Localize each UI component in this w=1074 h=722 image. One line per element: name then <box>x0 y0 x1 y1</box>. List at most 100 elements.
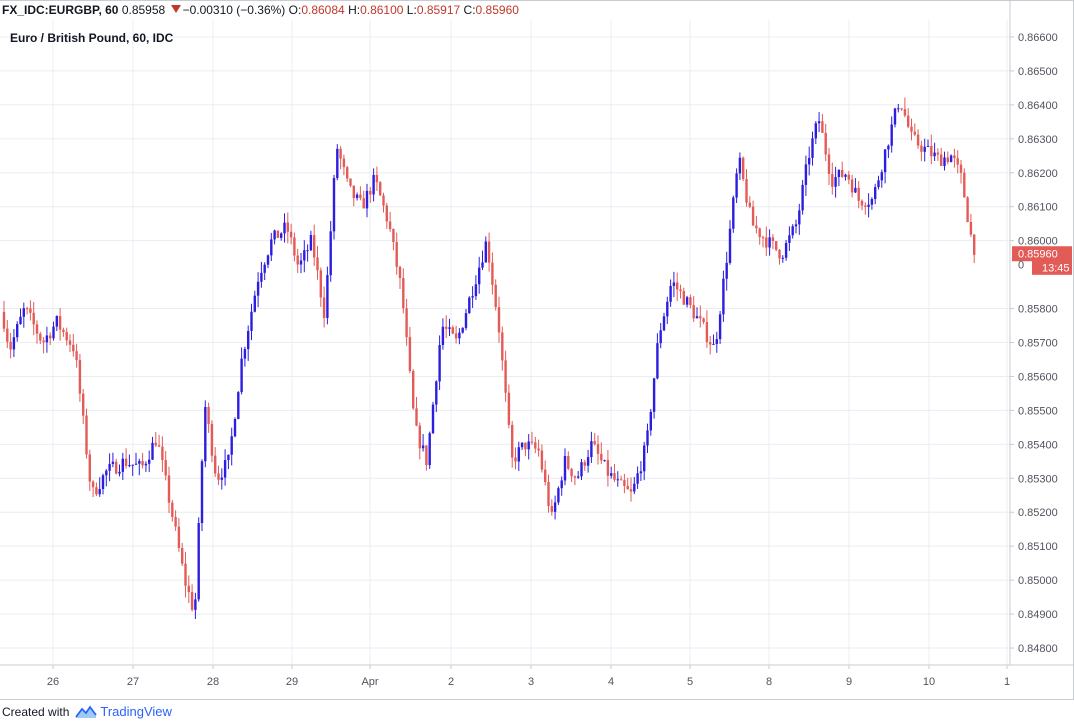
candle <box>95 482 98 497</box>
candle-body <box>204 407 207 462</box>
candle <box>636 466 639 489</box>
candle-body <box>814 123 817 139</box>
candle <box>590 431 593 463</box>
candle <box>511 421 514 468</box>
candle <box>448 318 451 337</box>
candle-body <box>626 485 629 490</box>
candle-body <box>9 341 12 350</box>
candle-body <box>916 134 920 146</box>
candle-body <box>91 481 95 488</box>
candle-body <box>329 231 332 276</box>
candle <box>362 190 365 209</box>
candle <box>544 460 547 486</box>
candle-body <box>418 425 421 449</box>
candle-body <box>45 335 49 343</box>
candle <box>504 350 507 402</box>
candle <box>973 234 976 264</box>
footer-credit[interactable]: Created with TradingView <box>2 703 172 721</box>
candle <box>870 197 874 210</box>
price-change: −0.00310 (−0.36%) <box>182 3 286 17</box>
x-tick-label: 5 <box>687 676 693 688</box>
candle <box>88 449 91 491</box>
candle-body <box>745 179 748 203</box>
candle <box>303 240 306 273</box>
candle <box>517 441 520 471</box>
candle-body <box>144 463 148 466</box>
candle-body <box>471 296 474 298</box>
candle-body <box>322 297 326 318</box>
candle <box>718 310 722 344</box>
candle-body <box>738 157 742 174</box>
candle-body <box>128 465 131 467</box>
candle <box>524 442 527 457</box>
candle-body <box>520 442 524 448</box>
candle-body <box>101 475 105 490</box>
candle-body <box>728 228 732 263</box>
close-label: C: <box>463 3 476 17</box>
candle-body <box>16 324 19 338</box>
candle <box>676 272 679 302</box>
candle-body <box>973 234 976 255</box>
candle-body <box>639 471 643 474</box>
candle-body <box>412 371 415 409</box>
candle <box>141 452 144 469</box>
candle-body <box>230 436 233 455</box>
candle <box>643 441 646 481</box>
candle-body <box>35 324 39 334</box>
candle <box>355 192 359 201</box>
candle <box>369 186 372 203</box>
candle-body <box>273 230 276 240</box>
candle <box>814 121 817 145</box>
candle-body <box>468 297 471 314</box>
candle-body <box>481 262 484 268</box>
tradingview-brand[interactable]: TradingView <box>100 704 172 719</box>
candle-body <box>656 343 659 379</box>
candle-body <box>804 164 808 185</box>
candle-body <box>171 502 174 517</box>
candle-body <box>748 202 751 207</box>
candle-body <box>867 204 870 207</box>
candle-body <box>817 121 821 124</box>
candle-body <box>200 461 204 524</box>
candle <box>672 271 676 298</box>
candle-body <box>247 330 250 350</box>
candle <box>824 123 827 162</box>
candle <box>105 469 108 487</box>
candle <box>567 451 570 471</box>
y-tick-label: 0.86500 <box>1018 66 1058 78</box>
candle-body <box>227 454 230 461</box>
candle-body <box>956 158 959 165</box>
x-tick-label: 10 <box>923 676 935 688</box>
countdown-label: 13:45 <box>1042 262 1070 274</box>
candle-body <box>831 173 834 187</box>
candle <box>121 452 124 481</box>
y-tick-label: 0.85800 <box>1018 304 1058 316</box>
candle <box>12 329 16 358</box>
x-tick-label: 1 <box>1004 676 1010 688</box>
candle <box>887 144 890 159</box>
candle <box>530 431 534 445</box>
candle-body <box>12 337 16 350</box>
candle-body <box>62 329 65 333</box>
x-tick-label: 9 <box>846 676 852 688</box>
candle <box>171 499 174 522</box>
candle <box>751 200 755 226</box>
candle <box>897 103 900 113</box>
candle-body <box>633 483 636 492</box>
candle-body <box>784 242 788 258</box>
x-tick-label: 29 <box>286 676 298 688</box>
candle <box>111 452 115 468</box>
candle <box>408 326 412 374</box>
candle <box>82 388 85 424</box>
candle-body <box>834 177 837 187</box>
candle <box>619 475 623 481</box>
candle-body <box>428 433 431 466</box>
candle <box>943 151 946 171</box>
candle-body <box>811 138 814 158</box>
candle <box>639 461 643 482</box>
x-tick-label: 28 <box>207 676 219 688</box>
candle <box>365 183 369 218</box>
candle-body <box>537 448 540 451</box>
candle-body <box>124 458 128 466</box>
